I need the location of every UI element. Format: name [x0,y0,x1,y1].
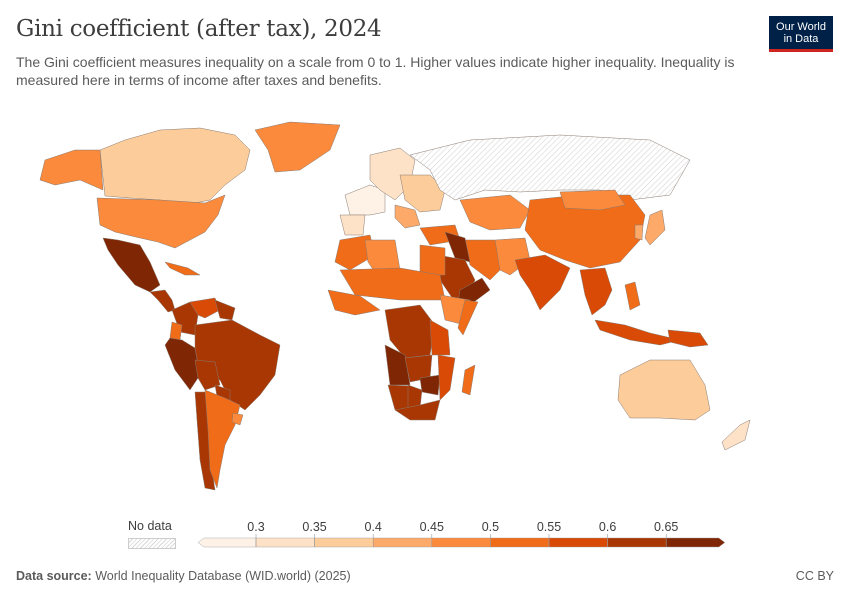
region-japan[interactable] [644,209,666,246]
region-new-zealand[interactable] [721,419,751,451]
region-peru[interactable] [164,337,201,391]
legend-bin[interactable] [197,537,257,548]
region-mozambique[interactable] [437,354,456,401]
region-angola[interactable] [384,344,411,386]
region-south-africa[interactable] [394,399,441,421]
region-venezuela[interactable] [189,297,221,319]
world-map[interactable] [0,100,850,505]
region-west-africa[interactable] [327,289,381,316]
legend-tick-label: 0.3 [247,520,264,534]
region-western-europe[interactable] [344,184,386,216]
license[interactable]: CC BY [795,569,834,583]
region-india[interactable] [514,254,571,311]
data-source-text[interactable]: World Inequality Database (WID.world) (2… [95,569,351,583]
region-iraq[interactable] [444,231,471,263]
region-eastern-europe[interactable] [399,174,446,213]
region-zimbabwe[interactable] [419,374,441,396]
region-egypt[interactable] [419,244,446,276]
region-tanzania[interactable] [429,319,451,356]
region-uruguay[interactable] [231,412,244,426]
region-iberia[interactable] [339,214,366,236]
legend-bin[interactable] [314,537,374,548]
legend-tick-label: 0.65 [654,520,678,534]
region-ecuador[interactable] [169,321,183,341]
region-central-america[interactable] [149,289,176,313]
region-cuba[interactable] [164,261,201,276]
region-indonesia[interactable] [594,319,681,346]
chart-title: Gini coefficient (after tax), 2024 [16,16,382,42]
region-mongolia[interactable] [559,189,626,211]
logo-line-2: in Data [783,32,819,45]
owid-logo[interactable]: Our World in Data [769,16,833,52]
legend-bin[interactable] [490,537,550,548]
region-kazakhstan[interactable] [459,194,531,231]
region-bolivia[interactable] [194,359,221,391]
chart-subtitle: The Gini coefficient measures inequality… [16,54,735,88]
region-balkans[interactable] [394,204,421,229]
data-source-label: Data source: [16,569,92,583]
region-russia[interactable] [409,134,691,201]
region-papua-new-guinea[interactable] [667,329,709,348]
legend-tick-label: 0.4 [365,520,382,534]
legend-tick-label: 0.45 [420,520,444,534]
data-source: Data source: World Inequality Database (… [16,569,351,583]
region-philippines[interactable] [624,281,641,311]
legend-tick-label: 0.5 [482,520,499,534]
no-data-swatch [128,538,176,549]
region-argentina[interactable] [204,389,241,489]
region-australia[interactable] [617,359,711,421]
legend-bin[interactable] [607,537,667,548]
region-somalia[interactable] [457,299,479,336]
region-united-states[interactable] [96,194,226,249]
region-korea[interactable] [634,224,644,241]
legend-tick-label: 0.55 [537,520,561,534]
legend-bin[interactable] [255,537,315,548]
region-north-africa[interactable] [334,234,376,271]
legend-bin[interactable] [372,537,432,548]
legend-bin[interactable] [666,537,726,548]
legend-bin[interactable] [431,537,491,548]
region-alaska[interactable] [39,149,104,191]
logo-line-1: Our World [776,20,826,33]
region-greenland[interactable] [254,121,341,173]
no-data-label: No data [128,519,172,533]
region-madagascar[interactable] [461,364,476,396]
region-canada[interactable] [99,127,251,206]
region-guyana-suriname[interactable] [214,299,236,321]
region-southeast-asia[interactable] [579,267,613,316]
region-mexico[interactable] [102,237,161,293]
color-legend: 0.3 0.35 0.4 0.45 0.5 0.55 0.6 0.65 [197,520,726,548]
legend-tick-label: 0.6 [599,520,616,534]
legend-tick-label: 0.35 [302,520,326,534]
legend-bin[interactable] [548,537,608,548]
